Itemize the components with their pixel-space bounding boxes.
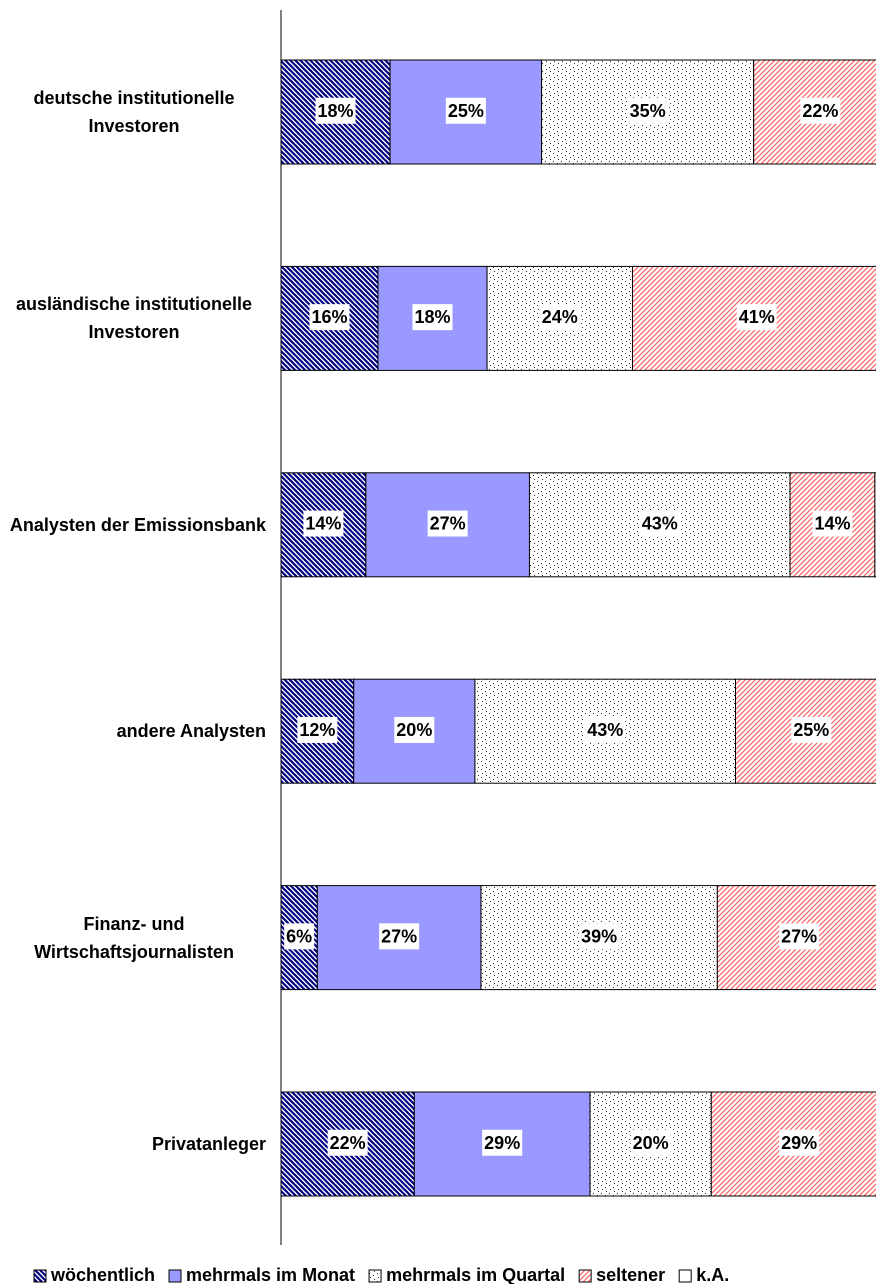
data-label-box — [327, 1129, 368, 1156]
data-label: 14% — [814, 514, 850, 534]
data-label: 20% — [396, 720, 432, 740]
legend-label: mehrmals im Monat — [186, 1265, 355, 1284]
data-label-box — [630, 1129, 671, 1156]
category-text: andere Analysten — [116, 721, 266, 742]
category-text: Finanz- und Wirtschaftsjournalisten — [34, 913, 234, 962]
data-label-box — [297, 716, 338, 743]
data-label-box — [394, 716, 435, 743]
data-label: 22% — [330, 1133, 366, 1153]
data-label-box — [379, 923, 420, 950]
data-label-box — [779, 923, 820, 950]
legend-label: seltener — [596, 1265, 665, 1284]
data-label-box — [639, 510, 680, 537]
legend-label: wöchentlich — [50, 1265, 155, 1284]
data-label: 43% — [642, 514, 678, 534]
data-label: 20% — [633, 1133, 669, 1153]
data-label-box — [779, 1129, 820, 1156]
data-label-box — [800, 97, 841, 124]
data-label: 29% — [781, 1133, 817, 1153]
data-label: 16% — [311, 307, 347, 327]
data-label-box — [445, 97, 486, 124]
data-label-box — [284, 923, 315, 950]
data-label: 41% — [739, 307, 775, 327]
data-label: 18% — [318, 101, 354, 121]
data-label: 18% — [414, 307, 450, 327]
category-text: Privatanleger — [151, 1134, 266, 1154]
legend-swatch — [33, 1269, 47, 1283]
bar-segment — [874, 472, 876, 578]
data-label: 14% — [305, 514, 341, 534]
category-text: Analysten der Emissionsbank — [9, 514, 266, 535]
category-label: deutsche institutionelle Investoren — [0, 84, 266, 140]
category-label: ausländische institutionelle Investoren — [0, 290, 266, 346]
data-label-box — [812, 510, 853, 537]
data-label-box — [791, 716, 832, 743]
legend-swatch — [578, 1269, 592, 1283]
data-label: 27% — [430, 514, 466, 534]
category-label: Analysten der Emissionsbank — [0, 511, 266, 539]
data-label-box — [427, 510, 468, 537]
data-label: 6% — [286, 926, 312, 946]
category-label: andere Analysten — [0, 717, 266, 745]
data-label-box — [412, 304, 453, 331]
data-label-box — [309, 304, 350, 331]
legend-label: mehrmals im Quartal — [386, 1265, 565, 1284]
category-text: deutsche institutionelle Investoren — [33, 88, 235, 136]
data-label-box — [315, 97, 356, 124]
data-label-box — [585, 716, 626, 743]
data-label: 25% — [793, 720, 829, 740]
data-label: 29% — [484, 1133, 520, 1153]
legend-swatch — [368, 1269, 382, 1283]
data-label-box — [579, 923, 620, 950]
legend-swatch — [678, 1269, 692, 1283]
data-label: 39% — [581, 926, 617, 946]
data-label: 25% — [448, 101, 484, 121]
data-label: 24% — [542, 307, 578, 327]
data-label-box — [736, 304, 777, 331]
data-label-box — [482, 1129, 523, 1156]
category-text: ausländische institutionelle Investoren — [15, 294, 253, 343]
data-label-box — [627, 97, 668, 124]
data-label: 12% — [299, 720, 335, 740]
category-label: Privatanleger — [0, 1130, 266, 1158]
data-label: 35% — [630, 101, 666, 121]
legend-swatch — [168, 1269, 182, 1283]
data-label: 22% — [802, 101, 838, 121]
legend-label: k.A. — [696, 1265, 729, 1284]
data-label-box — [539, 304, 580, 331]
category-label: Finanz- und Wirtschaftsjournalisten — [0, 910, 266, 966]
data-label: 43% — [587, 720, 623, 740]
data-label: 27% — [381, 926, 417, 946]
data-label: 27% — [781, 926, 817, 946]
data-label-box — [303, 510, 344, 537]
